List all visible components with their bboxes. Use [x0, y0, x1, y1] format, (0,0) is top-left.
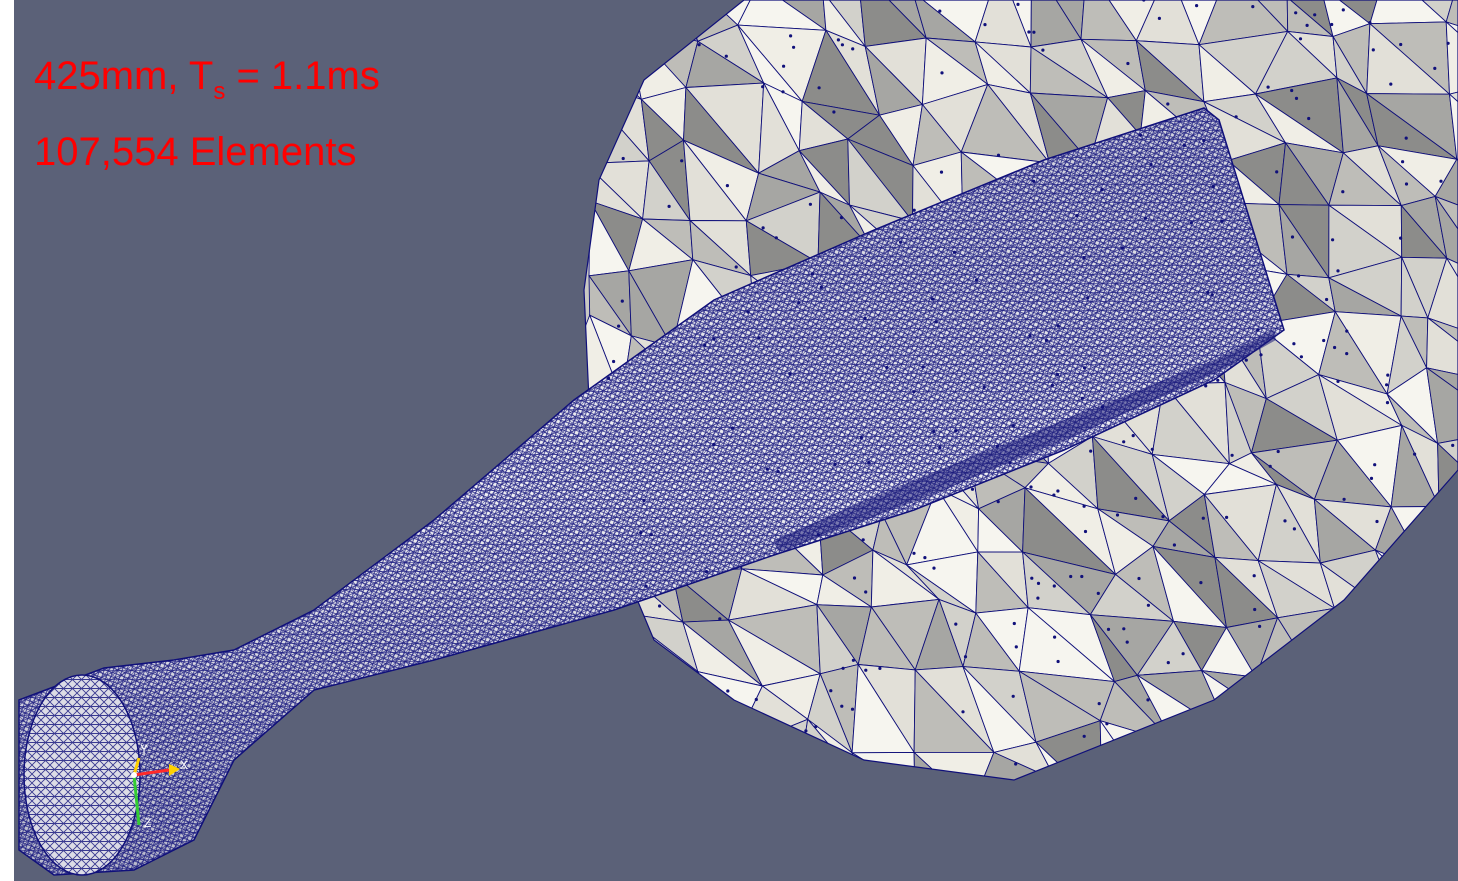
annotation-length-time-prefix: 425mm, T — [34, 54, 214, 98]
orientation-axes: X Y Z — [114, 740, 188, 840]
render-viewport[interactable]: 425mm, Ts = 1.1ms 107,554 Elements X Y Z — [14, 0, 1458, 881]
annotation-subscript: s — [213, 78, 226, 105]
x-axis-arrow — [133, 768, 170, 777]
x-axis-arrowhead — [169, 764, 180, 776]
annotation-length-time: 425mm, Ts = 1.1ms — [34, 54, 380, 104]
mesh-render[interactable] — [14, 0, 1458, 881]
x-axis-label: X — [180, 758, 189, 772]
annotation-length-time-suffix: = 1.1ms — [225, 54, 380, 98]
z-axis-label: Z — [144, 816, 152, 830]
annotation-element-count: 107,554 Elements — [34, 130, 357, 174]
y-axis-label: Y — [140, 742, 149, 756]
z-axis-arrow — [132, 774, 141, 826]
